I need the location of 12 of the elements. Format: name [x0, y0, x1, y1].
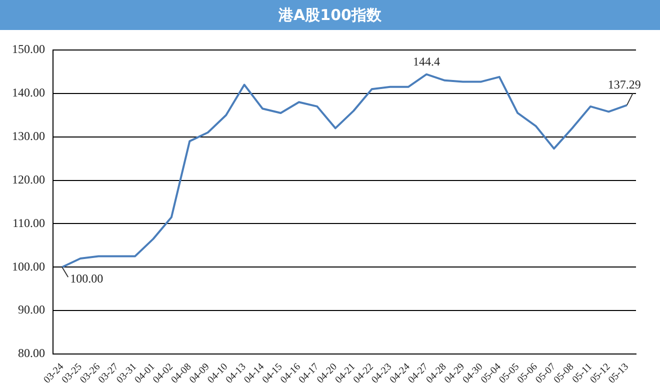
data-label: 144.4: [412, 54, 440, 68]
y-tick-label: 110.00: [12, 216, 45, 230]
y-tick-label: 80.00: [18, 346, 45, 360]
data-label: 100.00: [70, 271, 104, 286]
chart-title: 港A股100指数: [0, 0, 660, 30]
y-tick-label: 90.00: [18, 302, 45, 317]
data-label: 137.29: [608, 77, 641, 92]
y-tick-label: 100.00: [12, 259, 45, 274]
y-tick-label: 140.00: [12, 86, 45, 100]
y-tick-label: 130.00: [12, 129, 45, 144]
y-tick-label: 150.00: [12, 42, 45, 56]
y-tick-label: 120.00: [12, 172, 45, 186]
